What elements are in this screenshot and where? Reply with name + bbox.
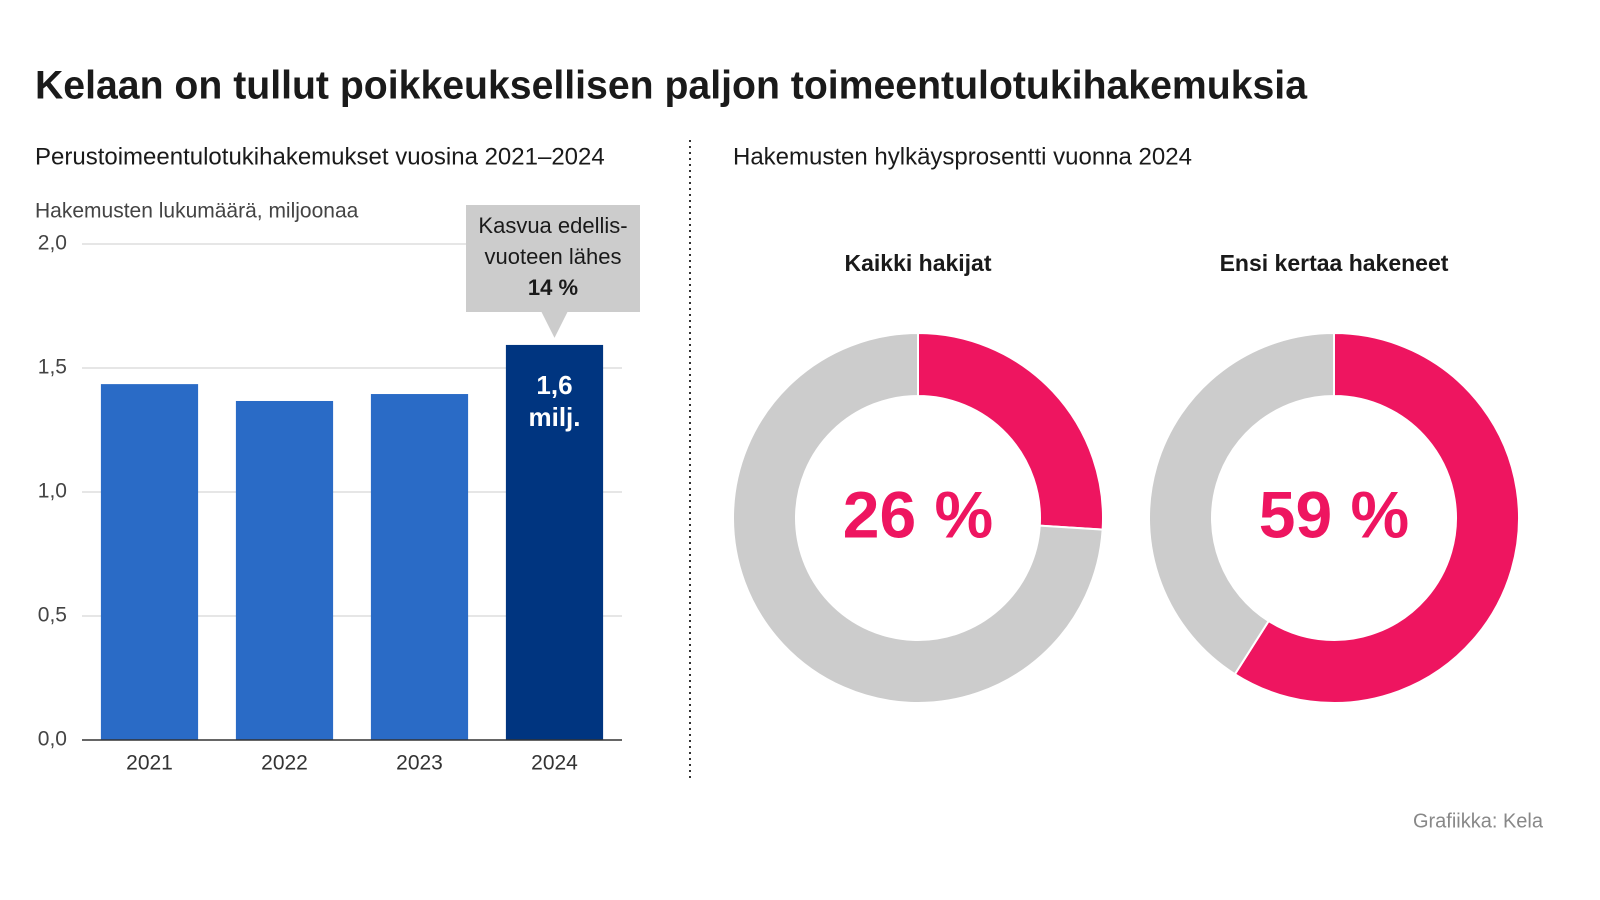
donut-segment bbox=[1148, 331, 1335, 676]
source: Grafiikka: Kela bbox=[1413, 810, 1544, 832]
x-tick-label: 2022 bbox=[261, 752, 308, 775]
y-tick-label: 0,5 bbox=[38, 604, 67, 627]
annotation-box bbox=[466, 205, 640, 338]
annotation-text: vuoteen lähes bbox=[485, 244, 622, 269]
bar-subtitle: Perustoimeentulotukihakemukset vuosina 2… bbox=[35, 143, 605, 170]
y-tick-label: 0,0 bbox=[38, 728, 67, 751]
annotation-text: 14 % bbox=[528, 275, 578, 300]
bar bbox=[100, 384, 199, 740]
x-tick-label: 2021 bbox=[126, 752, 173, 775]
donut-segment bbox=[732, 331, 1104, 704]
donut-title: Kaikki hakijat bbox=[844, 250, 991, 276]
donut-section-title: Hakemusten hylkäysprosentti vuonna 2024 bbox=[733, 143, 1192, 170]
y-tick-label: 1,5 bbox=[38, 356, 67, 379]
bar bbox=[370, 394, 469, 740]
x-tick-label: 2023 bbox=[396, 752, 443, 775]
bar bbox=[505, 344, 604, 740]
donut-title: Ensi kertaa hakeneet bbox=[1220, 250, 1449, 276]
donut-segment bbox=[1233, 331, 1520, 704]
y-tick-label: 2,0 bbox=[38, 232, 67, 255]
value-label: 1,6 milj. bbox=[528, 370, 580, 432]
y-axis-label: Hakemusten lukumäärä, miljoonaa bbox=[35, 200, 359, 223]
bar bbox=[235, 400, 334, 740]
donut-value-label: 26 % bbox=[843, 477, 993, 551]
donut-value-label: 59 % bbox=[1259, 477, 1409, 551]
y-tick-label: 1,0 bbox=[38, 480, 67, 503]
main-title: Kelaan on tullut poikkeuksellisen paljon… bbox=[35, 64, 1308, 108]
x-tick-label: 2024 bbox=[531, 752, 578, 775]
donut-segment bbox=[917, 331, 1104, 531]
annotation-text: Kasvua edellis- bbox=[478, 213, 627, 238]
